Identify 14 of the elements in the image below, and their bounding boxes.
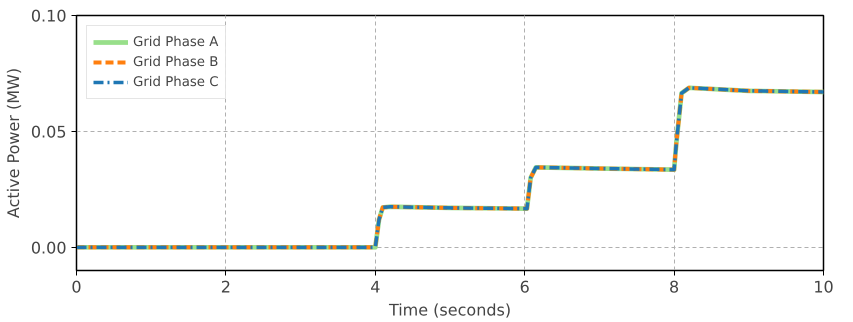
x-tick-label: 8 xyxy=(669,278,680,296)
y-tick-label: 0.05 xyxy=(30,122,66,142)
x-tick-label: 4 xyxy=(370,278,380,296)
y-axis-title: Active Power (MW) xyxy=(4,68,23,218)
y-tick-label: 0.10 xyxy=(30,6,66,26)
x-tick-label: 10 xyxy=(813,278,834,296)
y-tick-label: 0.00 xyxy=(30,238,66,258)
x-tick-label: 2 xyxy=(220,278,231,296)
legend-label: Grid Phase A xyxy=(133,34,218,50)
x-axis-title: Time (seconds) xyxy=(388,300,512,320)
legend-label: Grid Phase C xyxy=(133,74,219,90)
x-tick-label: 0 xyxy=(71,278,82,296)
legend-label: Grid Phase B xyxy=(133,54,218,70)
x-tick-label: 6 xyxy=(520,278,530,296)
